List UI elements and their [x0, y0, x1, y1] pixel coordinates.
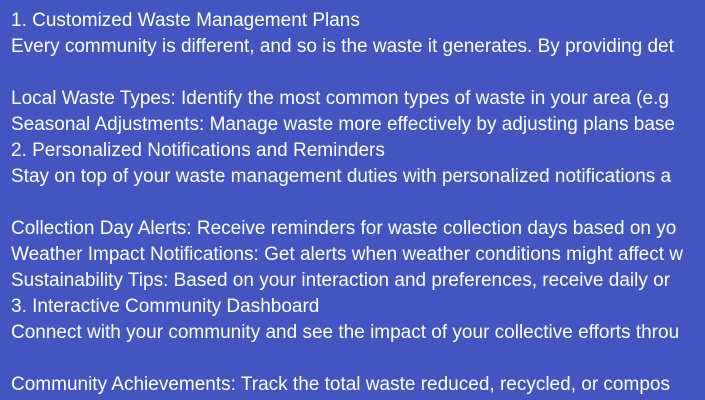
list-item: Collection Day Alerts: Receive reminders… [11, 218, 677, 239]
list-item: Seasonal Adjustments: Manage waste more … [11, 114, 675, 135]
list-item: Local Waste Types: Identify the most com… [11, 88, 669, 109]
content-area: 1. Customized Waste Management Plans Eve… [11, 8, 705, 398]
spacer [11, 60, 705, 86]
spacer [11, 346, 705, 372]
list-item: Weather Impact Notifications: Get alerts… [11, 244, 684, 265]
list-item: Community Achievements: Track the total … [11, 374, 670, 395]
section-heading: 1. Customized Waste Management Plans [11, 10, 360, 31]
list-item: Sustainability Tips: Based on your inter… [11, 270, 671, 291]
spacer [11, 190, 705, 216]
section-heading: 2. Personalized Notifications and Remind… [11, 140, 385, 161]
section-intro: Every community is different, and so is … [11, 36, 674, 57]
section-intro: Connect with your community and see the … [11, 322, 680, 343]
section-intro: Stay on top of your waste management dut… [11, 166, 672, 187]
section-heading: 3. Interactive Community Dashboard [11, 296, 320, 317]
